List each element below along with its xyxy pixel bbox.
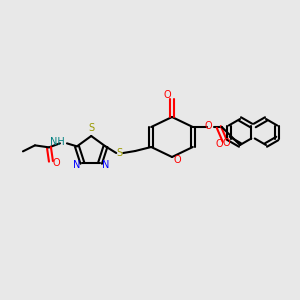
- Text: O: O: [216, 139, 224, 149]
- Text: S: S: [116, 148, 122, 158]
- Text: O: O: [52, 158, 60, 168]
- Text: O: O: [163, 90, 171, 100]
- Text: O: O: [223, 138, 231, 148]
- Text: O: O: [173, 155, 181, 165]
- Text: S: S: [88, 123, 94, 133]
- Text: NH: NH: [50, 137, 65, 147]
- Text: N: N: [73, 160, 80, 170]
- Text: N: N: [102, 160, 110, 170]
- Text: O: O: [205, 121, 213, 131]
